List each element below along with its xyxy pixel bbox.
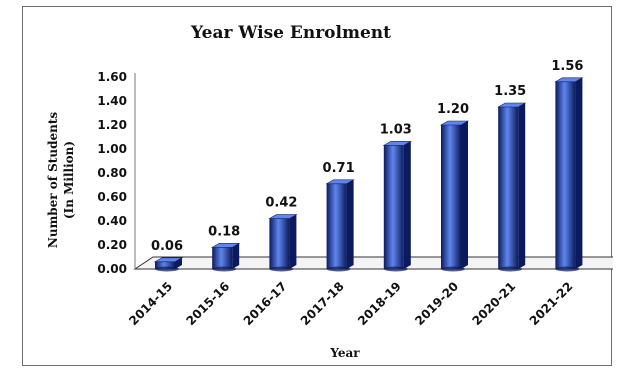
data-label: 0.18 xyxy=(208,224,240,239)
x-tick-label: 2018-19 xyxy=(355,279,404,328)
data-label: 0.71 xyxy=(323,161,355,176)
data-label: 1.03 xyxy=(380,122,412,137)
bar xyxy=(211,243,241,272)
floor-plane xyxy=(133,256,613,270)
x-tick-label: 2019-20 xyxy=(412,279,461,328)
data-label: 1.20 xyxy=(437,102,469,117)
y-tick-label: 0.60 xyxy=(97,190,127,204)
data-labels: 0.06 0.18 0.42 0.71 1.03 1.20 1.35 1.56 xyxy=(151,59,583,254)
y-tick-label: 1.40 xyxy=(97,94,127,108)
bar xyxy=(268,214,298,272)
bars xyxy=(153,77,584,272)
x-tick-label: 2016-17 xyxy=(241,279,290,328)
y-tick-label: 0.20 xyxy=(97,238,127,252)
y-axis-label: Number of Students (In Million) xyxy=(46,112,76,248)
x-tick-labels: 2014-15 2015-16 2016-17 2017-18 2018-19 2019-… xyxy=(126,279,575,328)
x-tick-label: 2014-15 xyxy=(126,279,175,328)
x-tick-label: 2015-16 xyxy=(183,279,232,328)
y-tick-label: 0.00 xyxy=(97,262,127,276)
bar xyxy=(554,77,584,272)
bar xyxy=(325,179,355,272)
bar xyxy=(153,257,184,272)
data-label: 0.06 xyxy=(151,239,183,254)
y-tick-label: 1.20 xyxy=(97,118,127,132)
x-tick-label: 2017-18 xyxy=(298,279,347,328)
chart-frame: Year Wise Enrolment Number of Students (… xyxy=(22,6,613,366)
y-tick-label: 1.60 xyxy=(97,70,127,84)
chart-floor xyxy=(133,73,613,270)
bar xyxy=(439,120,470,272)
data-label: 1.56 xyxy=(551,59,583,74)
data-label: 1.35 xyxy=(494,84,526,99)
x-tick-label: 2021-22 xyxy=(527,279,576,328)
bar xyxy=(382,141,412,272)
y-axis-label-line-2: (In Million) xyxy=(62,141,76,219)
chart-title: Year Wise Enrolment xyxy=(190,23,391,43)
bar-chart: Year Wise Enrolment Number of Students (… xyxy=(46,23,613,360)
y-tick-label: 1.00 xyxy=(97,142,127,156)
y-tick-labels: 0.00 0.20 0.40 0.60 0.80 1.00 1.20 1.40 1.60 xyxy=(97,70,127,276)
x-axis-label: Year xyxy=(329,346,360,360)
data-label: 0.42 xyxy=(265,196,297,211)
bar xyxy=(497,102,527,272)
x-tick-label: 2020-21 xyxy=(469,279,518,328)
y-axis-label-line-1: Number of Students xyxy=(46,112,60,248)
y-tick-label: 0.40 xyxy=(97,214,127,228)
y-tick-label: 0.80 xyxy=(97,166,127,180)
